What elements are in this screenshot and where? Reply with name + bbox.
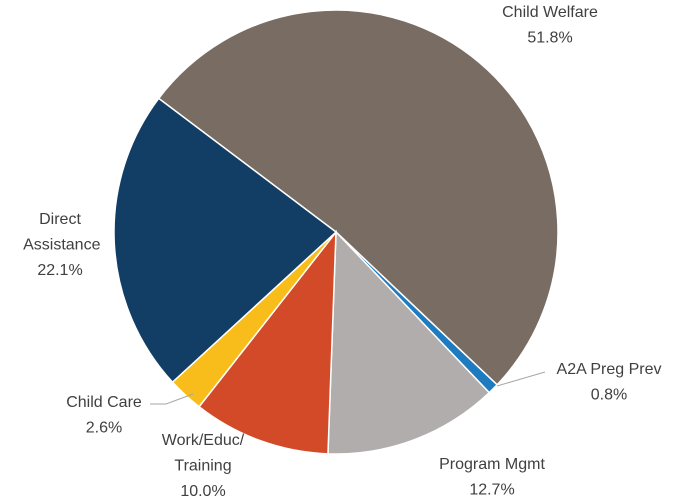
category-label: Direct Assistance — [20, 211, 101, 254]
category-label: A2A Preg Prev — [557, 361, 662, 378]
pie-slice — [157, 9, 559, 386]
value-label: 22.1% — [37, 262, 82, 279]
label-line: A2A Preg Prev — [557, 361, 662, 378]
category-label: Work/Educ/Training — [162, 432, 245, 475]
category-label: Child Welfare — [502, 4, 598, 21]
pie-slice — [198, 229, 337, 455]
leader-line — [496, 371, 546, 387]
label-line: Program Mgmt — [439, 456, 545, 473]
category-label: Program Mgmt — [439, 456, 545, 473]
value-label: 51.8% — [527, 30, 572, 47]
label-line: Training — [174, 458, 231, 475]
value-label: 12.7% — [469, 482, 514, 499]
value-label: 2.6% — [86, 420, 122, 437]
category-label: Child Care — [66, 394, 142, 411]
label-line: Work/Educ/ — [162, 432, 245, 449]
value-label: 10.0% — [180, 483, 225, 500]
leader-line — [150, 393, 194, 405]
label-line: Direct — [39, 211, 81, 228]
label-line: Assistance — [20, 237, 101, 254]
value-label: 0.8% — [591, 387, 627, 404]
label-line: Child Care — [66, 394, 142, 411]
pie-slice — [327, 230, 491, 455]
label-line: Child Welfare — [502, 4, 598, 21]
pie-slice — [113, 97, 338, 384]
